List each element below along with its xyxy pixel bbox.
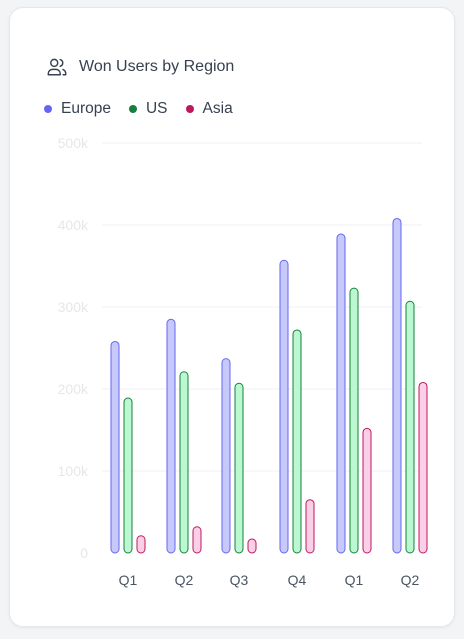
x-tick-label: Q4 [288, 572, 307, 588]
users-icon [47, 58, 67, 76]
legend-item-asia[interactable]: Asia [185, 100, 233, 118]
bar-us[interactable] [405, 300, 415, 554]
bar-europe[interactable] [166, 318, 176, 554]
y-tick-label: 400k [58, 217, 89, 233]
legend-dot-asia [185, 105, 194, 113]
bar-europe[interactable] [279, 259, 289, 554]
bar-europe[interactable] [336, 233, 346, 554]
bar-asia[interactable] [362, 427, 372, 554]
x-tick-label: Q2 [175, 572, 194, 588]
card-header: Won Users by Region [46, 55, 234, 79]
chart-legend: Europe US Asia [44, 100, 251, 118]
bar-us[interactable] [292, 329, 302, 554]
bar-us[interactable] [349, 287, 359, 554]
bar-asia[interactable] [305, 499, 315, 554]
bar-us[interactable] [179, 371, 189, 554]
bar-asia[interactable] [192, 526, 202, 554]
legend-dot-us [128, 105, 137, 113]
y-tick-label: 100k [58, 463, 89, 479]
x-tick-label: Q3 [230, 572, 249, 588]
legend-label-asia: Asia [202, 100, 233, 117]
legend-label-us: US [145, 100, 168, 117]
chart-title: Won Users by Region [79, 58, 235, 75]
legend-item-europe[interactable]: Europe [44, 100, 111, 118]
bar-europe[interactable] [221, 358, 231, 554]
x-tick-label: Q2 [401, 572, 420, 588]
x-tick-label: Q1 [119, 572, 138, 588]
y-tick-label: 300k [58, 299, 89, 315]
legend-dot-europe [44, 105, 52, 113]
bar-europe[interactable] [392, 217, 402, 554]
legend-label-europe: Europe [61, 100, 111, 117]
y-tick-label: 0 [80, 545, 88, 561]
y-tick-label: 200k [58, 381, 89, 397]
x-tick-label: Q1 [345, 572, 364, 588]
bar-us[interactable] [123, 397, 133, 554]
bar-asia[interactable] [418, 381, 428, 554]
bar-chart: 0 100k 200k 300k 400k 500k Q1 Q2 Q3 Q4 Q1 Q2 [58, 135, 428, 588]
y-tick-label: 500k [58, 135, 89, 151]
bar-asia[interactable] [136, 535, 146, 554]
chart-card: Won Users by Region Europe US Asia 0 100k… [9, 7, 455, 627]
legend-item-us[interactable]: US [128, 100, 168, 118]
bar-asia[interactable] [247, 538, 257, 554]
bar-us[interactable] [234, 382, 244, 554]
bar-europe[interactable] [110, 340, 120, 554]
